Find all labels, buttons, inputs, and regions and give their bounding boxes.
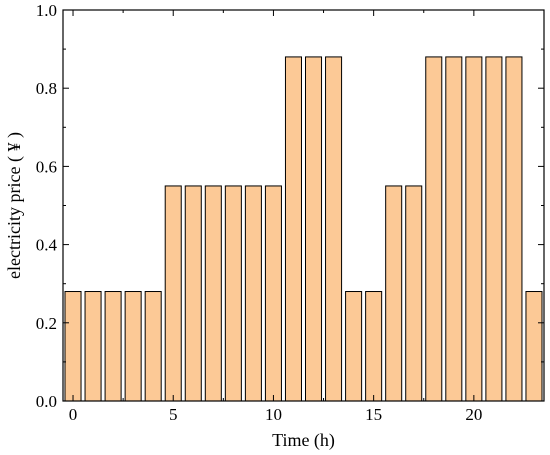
bar-hour-4: [144, 291, 162, 402]
y-axis-label: electricity price ( ¥ ): [4, 132, 25, 279]
plot-frame: [62, 9, 545, 402]
bar-hour-12: [305, 56, 323, 402]
bar-hour-22: [505, 56, 523, 402]
x-tick-label-10: 10: [265, 405, 282, 424]
bar-hour-6: [184, 185, 202, 402]
x-tick-label-15: 15: [365, 405, 382, 424]
bars-group: [64, 56, 543, 402]
bar-hour-8: [224, 185, 242, 402]
bar-hour-17: [405, 185, 423, 402]
bar-hour-19: [445, 56, 463, 402]
bar-hour-15: [365, 291, 383, 402]
bar-hour-10: [264, 185, 282, 402]
x-tick-label-5: 5: [169, 405, 178, 424]
y-tick-label: 0.6: [36, 157, 57, 176]
bar-hour-16: [385, 185, 403, 402]
bar-hour-5: [164, 185, 182, 402]
bar-hour-13: [325, 56, 343, 402]
bar-hour-21: [485, 56, 503, 402]
y-tick-label: 0.2: [36, 314, 57, 333]
x-tick-label-0: 0: [69, 405, 78, 424]
x-axis-label: Time (h): [272, 430, 335, 451]
x-tick-label-20: 20: [465, 405, 482, 424]
bar-hour-18: [425, 56, 443, 402]
bar-hour-14: [345, 291, 363, 402]
bar-hour-9: [244, 185, 262, 402]
y-tick-label: 0.0: [36, 392, 57, 411]
bar-hour-20: [465, 56, 483, 402]
bar-hour-23: [525, 291, 543, 402]
bar-hour-2: [104, 291, 122, 402]
y-tick-label: 0.4: [36, 236, 58, 255]
y-tick-label: 1.0: [36, 1, 57, 20]
bar-hour-11: [284, 56, 302, 402]
bar-hour-3: [124, 291, 142, 402]
ticks-group: 0 5 10 15 20 0.0 0.2 0.4 0.6 0.8 1.0: [36, 1, 544, 424]
bar-hour-1: [84, 291, 102, 402]
bar-hour-0: [64, 291, 82, 402]
bar-hour-7: [204, 185, 222, 402]
y-tick-label: 0.8: [36, 79, 57, 98]
